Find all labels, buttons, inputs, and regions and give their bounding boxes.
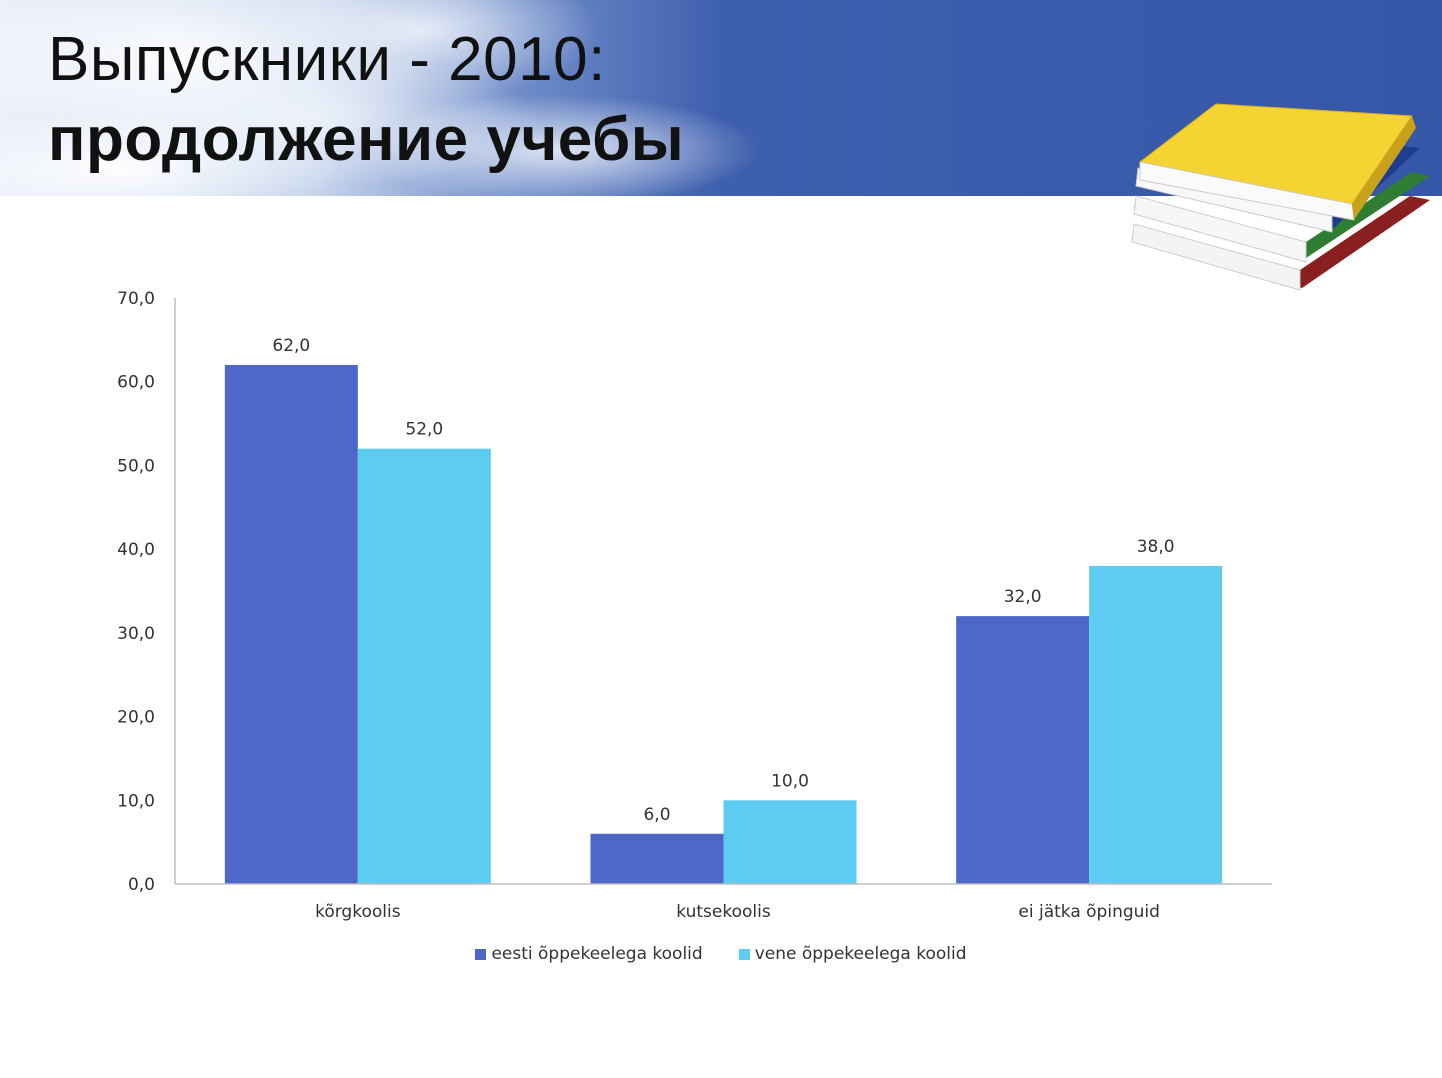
sky-background (0, 0, 1442, 196)
legend-item-series-1: eesti õppekeelega koolid (475, 944, 703, 964)
legend-label-series-1: eesti õppekeelega koolid (491, 944, 703, 964)
y-axis: 0,0 10,0 20,0 30,0 40,0 50,0 60,0 70,0 (117, 289, 176, 895)
y-tick-label: 40,0 (117, 540, 155, 560)
x-tick-label: ei jätka õpinguid (1018, 902, 1160, 922)
slide-title-line2: продолжение учебы (48, 105, 685, 174)
bar-series-1 (590, 833, 724, 884)
y-tick-label: 10,0 (117, 791, 155, 811)
legend-item-series-2: vene õppekeelega koolid (738, 944, 967, 964)
data-label: 6,0 (643, 805, 670, 825)
data-label: 10,0 (771, 771, 809, 791)
y-tick-label: 0,0 (128, 875, 155, 895)
data-labels: 62,0 52,0 6,0 10,0 32,0 38,0 (272, 336, 1174, 825)
y-tick-label: 70,0 (117, 289, 155, 309)
title-banner: Выпускники - 2010: продолжение учебы (0, 0, 1442, 196)
bar-series-1 (224, 364, 358, 884)
data-label: 38,0 (1137, 537, 1175, 557)
data-label: 62,0 (272, 336, 310, 356)
x-axis: kõrgkoolis kutsekoolis ei jätka õpinguid (175, 883, 1272, 922)
y-tick-label: 30,0 (117, 624, 155, 644)
chart-legend: eesti õppekeelega koolid vene õppekeeleg… (0, 940, 1442, 968)
data-label: 52,0 (405, 420, 443, 440)
bars (224, 364, 1223, 884)
bar-series-2 (723, 800, 857, 884)
legend-swatch-series-1 (475, 948, 487, 960)
slide-title-line1: Выпускники - 2010: (48, 25, 606, 94)
x-tick-label: kutsekoolis (676, 902, 771, 922)
bar-series-1 (956, 616, 1090, 884)
y-tick-label: 20,0 (117, 708, 155, 728)
bar-series-2 (1089, 565, 1223, 884)
y-tick-label: 60,0 (117, 373, 155, 393)
legend-swatch-series-2 (738, 948, 750, 960)
books-stack-illustration (1131, 103, 1430, 291)
data-label: 32,0 (1004, 587, 1042, 607)
legend-label-series-2: vene õppekeelega koolid (754, 944, 967, 964)
bar-series-2 (357, 448, 491, 884)
x-tick-label: kõrgkoolis (315, 902, 401, 922)
y-tick-label: 50,0 (117, 456, 155, 476)
